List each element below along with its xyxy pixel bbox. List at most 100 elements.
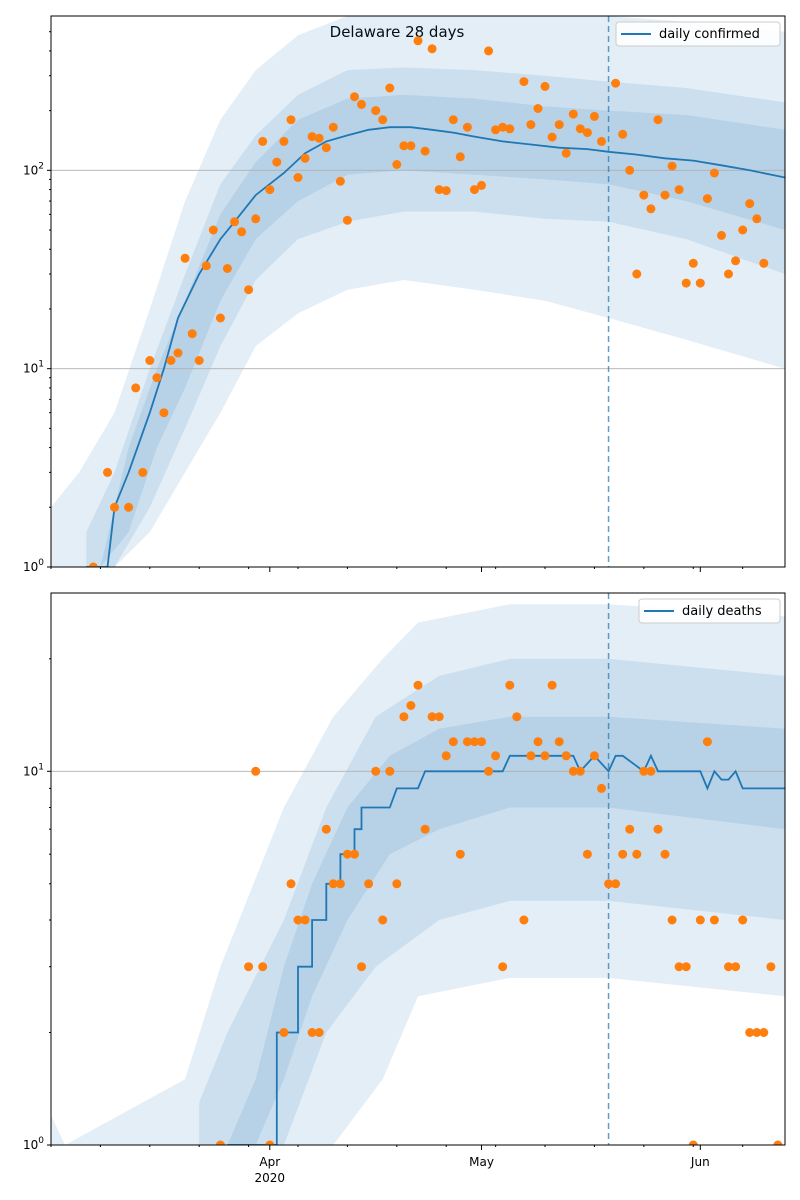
data-point: [667, 161, 677, 171]
figure-title: Delaware 28 days: [330, 23, 465, 41]
data-point: [293, 173, 303, 182]
data-point: [688, 1140, 698, 1145]
data-point: [378, 115, 388, 125]
data-point: [265, 185, 275, 195]
data-point: [215, 313, 225, 323]
data-point: [427, 44, 437, 54]
data-point: [653, 115, 663, 125]
data-point: [434, 712, 444, 722]
data-point: [399, 141, 409, 151]
data-point: [589, 111, 599, 121]
data-point: [300, 915, 310, 925]
data-point: [646, 766, 656, 776]
data-point: [717, 230, 726, 240]
data-point: [653, 824, 663, 834]
legend-box: [615, 21, 781, 47]
data-point: [618, 129, 628, 139]
data-point: [251, 214, 261, 224]
data-point: [505, 680, 515, 690]
y-tick-label: 102: [23, 161, 44, 177]
data-point: [731, 256, 741, 266]
data-point: [413, 680, 423, 690]
data-point: [244, 962, 254, 972]
data-point: [124, 502, 134, 512]
data-point: [709, 915, 719, 925]
data-point: [477, 180, 486, 190]
data-point: [674, 185, 684, 195]
data-point: [639, 190, 649, 200]
data-point: [738, 225, 748, 235]
y-tick-label: 101: [23, 762, 44, 778]
data-point: [681, 278, 691, 288]
data-point: [759, 1028, 769, 1037]
data-point: [702, 194, 712, 204]
data-point: [561, 751, 571, 761]
data-point: [448, 115, 458, 125]
data-point: [371, 766, 381, 776]
data-point: [335, 879, 345, 889]
data-point: [272, 157, 282, 167]
data-point: [392, 160, 402, 169]
data-point: [526, 120, 536, 130]
data-point: [258, 962, 268, 972]
data-point: [244, 285, 254, 295]
data-point: [688, 258, 698, 268]
data-point: [724, 269, 733, 279]
data-point: [695, 278, 705, 288]
data-point: [342, 849, 352, 859]
data-point: [357, 962, 366, 972]
data-point: [434, 185, 444, 195]
data-point: [667, 915, 677, 925]
data-point: [731, 962, 741, 972]
median-line: [227, 753, 785, 1145]
data-point: [660, 849, 670, 859]
data-point: [180, 253, 190, 263]
data-point: [441, 751, 451, 761]
deaths-chart: 100 101 Apr 2020 May Jun daily deaths: [23, 592, 786, 1185]
data-point: [625, 824, 635, 834]
data-point: [695, 915, 705, 925]
data-point: [702, 737, 712, 747]
data-point: [307, 132, 317, 142]
data-point: [547, 132, 557, 142]
data-point: [477, 737, 486, 747]
data-point: [110, 502, 119, 512]
data-point: [540, 751, 550, 761]
data-point: [279, 1028, 289, 1037]
data-point: [88, 562, 98, 567]
data-point: [745, 199, 755, 209]
data-point: [420, 146, 430, 156]
data-point: [173, 348, 183, 358]
data-point: [152, 373, 162, 383]
data-point: [646, 204, 656, 214]
data-point: [427, 712, 437, 722]
data-point: [159, 408, 169, 418]
data-point: [371, 106, 381, 116]
band-95: [51, 604, 785, 1145]
data-point: [738, 915, 748, 925]
data-point: [406, 701, 416, 710]
data-point: [399, 712, 409, 722]
data-point: [441, 186, 451, 196]
data-point: [681, 962, 691, 972]
data-point: [335, 176, 345, 186]
data-point: [131, 383, 141, 393]
data-point: [547, 680, 557, 690]
data-point: [420, 824, 430, 834]
data-point: [540, 81, 550, 91]
data-point: [314, 1028, 324, 1037]
data-point: [314, 133, 324, 143]
data-point: [484, 766, 494, 776]
data-point: [519, 915, 529, 925]
data-point: [709, 168, 719, 178]
data-point: [208, 225, 218, 235]
data-point: [230, 217, 239, 227]
data-point: [265, 1140, 275, 1145]
data-point: [554, 120, 564, 130]
data-point: [498, 122, 508, 132]
data-point: [752, 1028, 762, 1037]
data-point: [194, 356, 204, 365]
data-point: [526, 751, 536, 761]
data-point: [632, 269, 642, 279]
data-point: [321, 824, 331, 834]
